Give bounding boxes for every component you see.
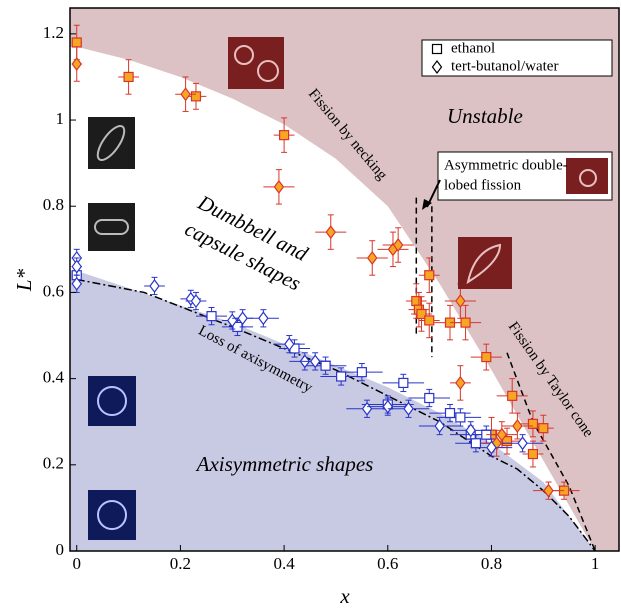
- marker: [433, 45, 442, 54]
- marker: [124, 72, 133, 81]
- marker: [207, 312, 216, 321]
- annotation: Unstable: [447, 104, 523, 128]
- image: [228, 37, 284, 89]
- marker: [482, 353, 491, 362]
- image: [88, 117, 135, 169]
- marker: [456, 377, 465, 389]
- marker: [181, 88, 190, 100]
- annotation: lobed fission: [444, 177, 522, 193]
- y-tick-label: 0: [56, 540, 65, 559]
- image: [458, 237, 512, 289]
- x-tick-label: 0.2: [170, 554, 191, 573]
- y-tick-label: 0.6: [43, 281, 64, 300]
- y-axis-label: L*: [12, 268, 36, 292]
- image: [88, 490, 136, 540]
- marker: [337, 372, 346, 381]
- marker: [280, 131, 289, 140]
- y-tick-label: 0.8: [43, 195, 64, 214]
- y-tick-label: 0.4: [43, 368, 65, 387]
- x-tick-label: 1: [591, 554, 600, 573]
- x-tick-label: 0.6: [377, 554, 398, 573]
- marker: [445, 409, 454, 418]
- marker: [539, 424, 548, 433]
- marker: [461, 318, 470, 327]
- marker: [425, 316, 434, 325]
- chart: Asymmetric double- lobed fission Unstabl…: [0, 0, 621, 609]
- legend-label: ethanol: [451, 40, 495, 56]
- marker: [399, 378, 408, 387]
- x-axis-label: x: [339, 584, 350, 608]
- legend-label: tert-butanol/water: [451, 58, 558, 74]
- marker: [508, 391, 517, 400]
- legend: ethanol tert-butanol/water: [422, 40, 612, 76]
- marker: [191, 92, 200, 101]
- marker: [471, 439, 480, 448]
- x-tick-label: 0.8: [481, 554, 502, 573]
- marker: [326, 226, 335, 238]
- marker: [368, 252, 377, 264]
- image: [88, 376, 136, 426]
- marker: [456, 413, 465, 422]
- x-tick-label: 0.4: [273, 554, 295, 573]
- marker: [357, 368, 366, 377]
- marker: [528, 419, 537, 428]
- marker: [274, 181, 283, 193]
- marker: [425, 271, 434, 280]
- marker: [72, 58, 81, 70]
- marker: [321, 361, 330, 370]
- y-tick-label: 1: [56, 109, 65, 128]
- annotation: Asymmetric double-: [444, 157, 568, 173]
- marker: [150, 280, 159, 292]
- marker: [528, 450, 537, 459]
- marker: [412, 297, 421, 306]
- y-tick-label: 0.2: [43, 454, 64, 473]
- annotation: Axisymmetric shapes: [195, 452, 374, 476]
- marker: [259, 312, 268, 324]
- y-tick-label: 1.2: [43, 23, 64, 42]
- marker: [425, 394, 434, 403]
- image: [566, 158, 608, 194]
- marker: [72, 38, 81, 47]
- marker: [513, 420, 522, 432]
- x-tick-label: 0: [72, 554, 81, 573]
